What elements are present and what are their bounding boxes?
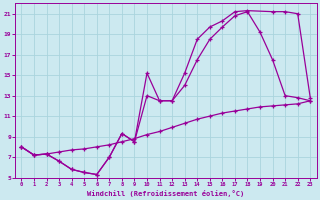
X-axis label: Windchill (Refroidissement éolien,°C): Windchill (Refroidissement éolien,°C) [87,190,244,197]
